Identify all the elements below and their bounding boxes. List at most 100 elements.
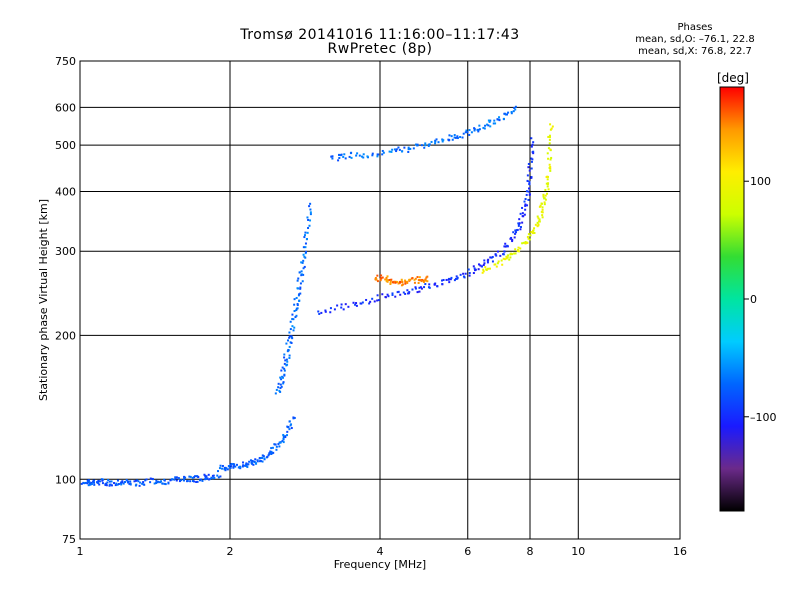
data-point bbox=[411, 288, 414, 291]
data-point bbox=[303, 265, 306, 268]
data-point bbox=[391, 292, 394, 295]
data-point bbox=[525, 193, 528, 196]
data-point bbox=[381, 149, 384, 152]
data-point bbox=[524, 208, 527, 211]
data-point bbox=[491, 260, 494, 263]
data-point bbox=[142, 481, 145, 484]
data-point bbox=[424, 142, 427, 145]
data-point bbox=[497, 250, 500, 253]
data-point bbox=[479, 264, 482, 267]
data-point bbox=[503, 245, 506, 248]
data-point bbox=[442, 278, 445, 281]
data-point bbox=[516, 250, 519, 253]
data-point bbox=[487, 124, 490, 127]
data-point bbox=[413, 278, 416, 281]
data-point bbox=[203, 473, 206, 476]
data-point bbox=[354, 303, 357, 306]
data-point bbox=[497, 260, 500, 263]
data-point bbox=[506, 244, 509, 247]
data-point bbox=[533, 227, 536, 230]
data-point bbox=[494, 263, 497, 266]
data-point bbox=[484, 124, 487, 127]
data-point bbox=[160, 480, 163, 483]
data-point bbox=[382, 151, 385, 154]
data-point bbox=[342, 308, 345, 311]
data-point bbox=[541, 216, 544, 219]
data-point bbox=[217, 476, 220, 479]
data-point bbox=[384, 278, 387, 281]
data-point bbox=[195, 475, 198, 478]
data-point bbox=[305, 238, 308, 241]
colorbar-label: [deg] bbox=[717, 71, 749, 85]
data-point bbox=[474, 268, 477, 271]
data-point bbox=[361, 155, 364, 158]
data-point bbox=[514, 252, 517, 255]
data-point bbox=[396, 280, 399, 283]
data-point bbox=[547, 135, 550, 138]
data-point bbox=[120, 483, 123, 486]
data-point bbox=[98, 480, 101, 483]
data-point bbox=[514, 248, 517, 251]
data-point bbox=[288, 354, 291, 357]
data-point bbox=[336, 304, 339, 307]
data-point bbox=[404, 281, 407, 284]
data-point bbox=[224, 468, 227, 471]
data-point bbox=[282, 433, 285, 436]
data-point bbox=[527, 237, 530, 240]
data-point bbox=[448, 134, 451, 137]
data-point bbox=[213, 477, 216, 480]
data-point bbox=[306, 231, 309, 234]
data-point bbox=[161, 482, 164, 485]
data-point bbox=[400, 150, 403, 153]
data-point bbox=[499, 254, 502, 257]
data-point bbox=[521, 206, 524, 209]
data-point bbox=[436, 285, 439, 288]
data-point bbox=[526, 235, 529, 238]
data-point bbox=[360, 302, 363, 305]
data-point bbox=[306, 216, 309, 219]
data-point bbox=[256, 460, 259, 463]
data-point bbox=[539, 204, 542, 207]
data-point bbox=[522, 241, 525, 244]
data-point bbox=[548, 163, 551, 166]
data-point bbox=[350, 151, 353, 154]
data-point bbox=[288, 335, 291, 338]
data-point bbox=[221, 464, 224, 467]
data-point bbox=[157, 480, 160, 483]
data-point bbox=[549, 148, 552, 151]
data-point bbox=[175, 479, 178, 482]
data-point bbox=[233, 463, 236, 466]
data-point bbox=[549, 123, 552, 126]
data-point bbox=[122, 482, 125, 485]
data-point bbox=[121, 481, 124, 484]
data-point bbox=[489, 119, 492, 122]
data-point bbox=[468, 274, 471, 277]
data-point bbox=[289, 320, 292, 323]
x-axis-label: Frequency [MHz] bbox=[334, 558, 426, 571]
data-point bbox=[501, 263, 504, 266]
data-point bbox=[459, 135, 462, 138]
data-point bbox=[466, 131, 469, 134]
data-point bbox=[547, 157, 550, 160]
data-point bbox=[427, 143, 430, 146]
chart-subtitle: RwPretec (8p) bbox=[327, 41, 433, 57]
data-point bbox=[171, 478, 174, 481]
data-point bbox=[397, 290, 400, 293]
data-point bbox=[232, 466, 235, 469]
data-point bbox=[298, 271, 301, 274]
data-point bbox=[137, 480, 140, 483]
data-point bbox=[399, 281, 402, 284]
data-point bbox=[361, 301, 364, 304]
data-point bbox=[291, 318, 294, 321]
data-point bbox=[274, 443, 277, 446]
data-point bbox=[287, 349, 290, 352]
data-point bbox=[388, 150, 391, 153]
data-point bbox=[188, 475, 191, 478]
x-axis: 1 2 4 6 8 10 16 bbox=[77, 545, 688, 558]
data-point bbox=[453, 279, 456, 282]
data-point bbox=[104, 484, 107, 487]
data-point bbox=[376, 280, 379, 283]
data-point bbox=[486, 261, 489, 264]
data-point bbox=[402, 291, 405, 294]
data-point bbox=[241, 465, 244, 468]
